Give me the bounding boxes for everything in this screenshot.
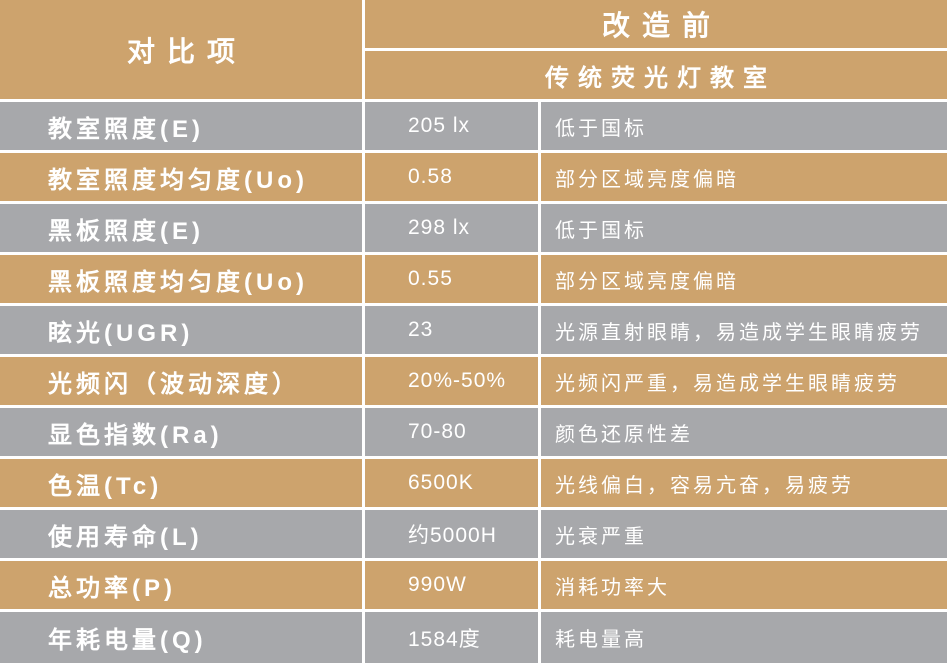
row-value-color-temperature: 6500K xyxy=(365,459,538,507)
row-label-blackboard-uniformity: 黑板照度均匀度(Uo) xyxy=(0,255,362,303)
header-before-renovation: 改造前 xyxy=(365,0,947,48)
row-value-blackboard-uniformity: 0.55 xyxy=(365,255,538,303)
row-label-glare-ugr: 眩光(UGR) xyxy=(0,306,362,354)
row-note-classroom-illuminance: 低于国标 xyxy=(541,102,947,150)
row-note-annual-energy-consumption: 耗电量高 xyxy=(541,612,947,663)
header-traditional-fluorescent-classroom: 传统荧光灯教室 xyxy=(365,51,947,99)
row-value-classroom-uniformity: 0.58 xyxy=(365,153,538,201)
row-label-color-rendering-index: 显色指数(Ra) xyxy=(0,408,362,456)
row-label-color-temperature: 色温(Tc) xyxy=(0,459,362,507)
row-value-glare-ugr: 23 xyxy=(365,306,538,354)
header-compare-items: 对比项 xyxy=(0,0,362,99)
row-note-total-power: 消耗功率大 xyxy=(541,561,947,609)
row-label-classroom-uniformity: 教室照度均匀度(Uo) xyxy=(0,153,362,201)
row-value-total-power: 990W xyxy=(365,561,538,609)
row-label-classroom-illuminance: 教室照度(E) xyxy=(0,102,362,150)
row-label-annual-energy-consumption: 年耗电量(Q) xyxy=(0,612,362,663)
row-value-annual-energy-consumption: 1584度 xyxy=(365,612,538,663)
row-value-blackboard-illuminance: 298 lx xyxy=(365,204,538,252)
row-label-flicker: 光频闪（波动深度） xyxy=(0,357,362,405)
row-note-flicker: 光频闪严重，易造成学生眼睛疲劳 xyxy=(541,357,947,405)
row-label-blackboard-illuminance: 黑板照度(E) xyxy=(0,204,362,252)
row-note-color-temperature: 光线偏白，容易亢奋，易疲劳 xyxy=(541,459,947,507)
row-note-color-rendering-index: 颜色还原性差 xyxy=(541,408,947,456)
row-note-blackboard-uniformity: 部分区域亮度偏暗 xyxy=(541,255,947,303)
row-note-classroom-uniformity: 部分区域亮度偏暗 xyxy=(541,153,947,201)
row-note-lifespan: 光衰严重 xyxy=(541,510,947,558)
row-value-classroom-illuminance: 205 lx xyxy=(365,102,538,150)
row-label-total-power: 总功率(P) xyxy=(0,561,362,609)
row-value-flicker: 20%-50% xyxy=(365,357,538,405)
row-label-lifespan: 使用寿命(L) xyxy=(0,510,362,558)
row-value-lifespan: 约5000H xyxy=(365,510,538,558)
row-note-blackboard-illuminance: 低于国标 xyxy=(541,204,947,252)
row-value-color-rendering-index: 70-80 xyxy=(365,408,538,456)
row-note-glare-ugr: 光源直射眼睛，易造成学生眼睛疲劳 xyxy=(541,306,947,354)
